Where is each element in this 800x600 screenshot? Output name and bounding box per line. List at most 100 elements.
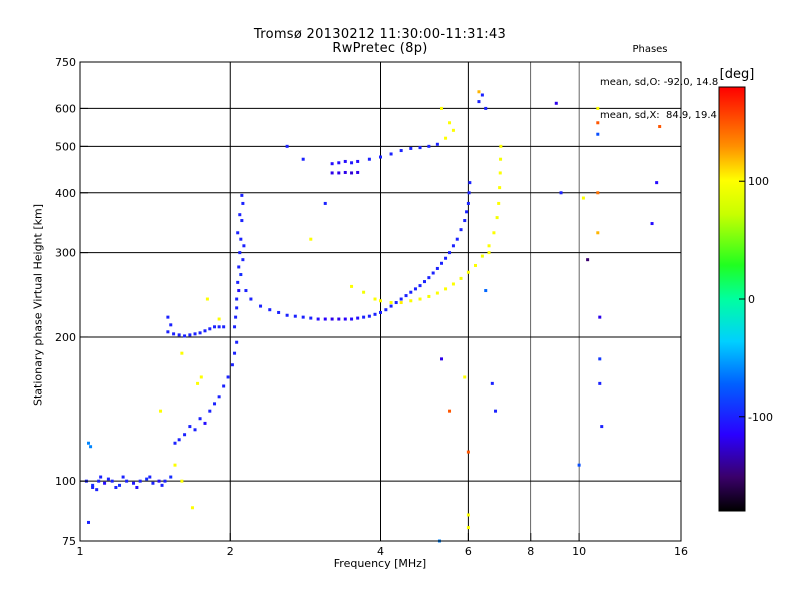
y-tick-label: 100 [55,475,76,488]
data-point [285,313,289,317]
data-point [362,315,366,319]
data-point [487,251,491,255]
data-point [169,323,173,327]
data-point [399,149,403,153]
data-point [498,186,502,190]
data-point [435,291,439,295]
data-point [463,219,467,223]
x-axis-label: Frequency [MHz] [333,557,427,570]
data-point [444,256,448,260]
data-point [492,231,496,235]
data-point [91,483,95,487]
data-point [484,106,488,110]
data-point [240,219,244,223]
data-point [409,299,413,303]
colorbar-unit: [deg] [719,67,755,82]
data-point [427,294,431,298]
x-tick-label: 2 [227,545,234,558]
data-point [463,375,467,379]
data-point [389,304,393,308]
data-point [138,479,142,483]
chart-subtitle: RwPretec (8p) [332,41,428,56]
data-point [448,251,452,255]
data-point [157,479,161,483]
data-point [163,479,167,483]
data-point [343,317,347,321]
data-point [337,317,341,321]
data-point [166,330,170,334]
data-point [330,162,334,166]
data-point [316,317,320,321]
data-point [413,287,417,291]
data-point [91,485,95,489]
data-point [172,332,176,336]
data-point [203,421,207,425]
data-point [596,132,600,136]
data-point [494,409,498,413]
y-tick-label: 200 [55,331,76,344]
data-point [233,351,237,355]
data-point [554,101,558,105]
data-point [451,282,455,286]
data-point [350,317,354,321]
data-point [106,477,110,481]
data-point [198,417,202,421]
data-point [293,314,297,318]
data-point [323,317,327,321]
data-point [497,201,501,205]
data-point [193,332,197,336]
data-point [237,265,241,269]
data-point [379,299,382,303]
data-point [427,276,431,280]
data-point [259,304,263,308]
data-point [650,222,654,226]
data-point [309,316,313,320]
data-point [217,325,221,329]
data-point [239,237,243,241]
data-point [598,381,602,385]
data-point [110,479,114,483]
data-point [285,144,289,148]
data-point [418,146,422,150]
data-point [103,481,107,485]
data-point [169,475,173,479]
data-point [477,100,481,104]
data-point [444,136,448,140]
data-point [236,280,240,284]
data-point [409,290,413,294]
data-point [490,381,494,385]
phase-stats-heading: Phases [632,44,668,55]
data-point [173,463,177,467]
axis-ticks [79,61,682,542]
x-tick-label: 1 [77,545,84,558]
data-point [235,297,239,301]
data-point [190,506,194,510]
data-point [356,316,360,320]
data-point [596,231,600,235]
data-point [427,144,431,148]
data-point [188,425,192,429]
data-point [337,171,341,175]
data-point [323,201,327,205]
data-point [356,159,360,163]
data-point [384,308,388,312]
data-point [145,477,149,481]
data-point [459,276,463,280]
data-point [399,301,403,305]
data-point [499,144,503,148]
data-point [183,433,187,437]
y-tick-label: 75 [62,535,76,548]
data-point [203,329,207,333]
data-point [87,441,91,445]
data-point [466,450,470,454]
data-point [559,191,563,195]
data-point [596,106,600,110]
data-point [198,331,202,335]
data-point [199,375,203,379]
data-point [343,170,347,174]
data-point [95,488,99,492]
data-point [404,294,408,298]
data-point [301,157,305,161]
axis-tick-labels: 1 2 4 6 8 10 16 75 100 200 300 400 500 600 750 [55,56,688,558]
data-point [213,402,217,406]
